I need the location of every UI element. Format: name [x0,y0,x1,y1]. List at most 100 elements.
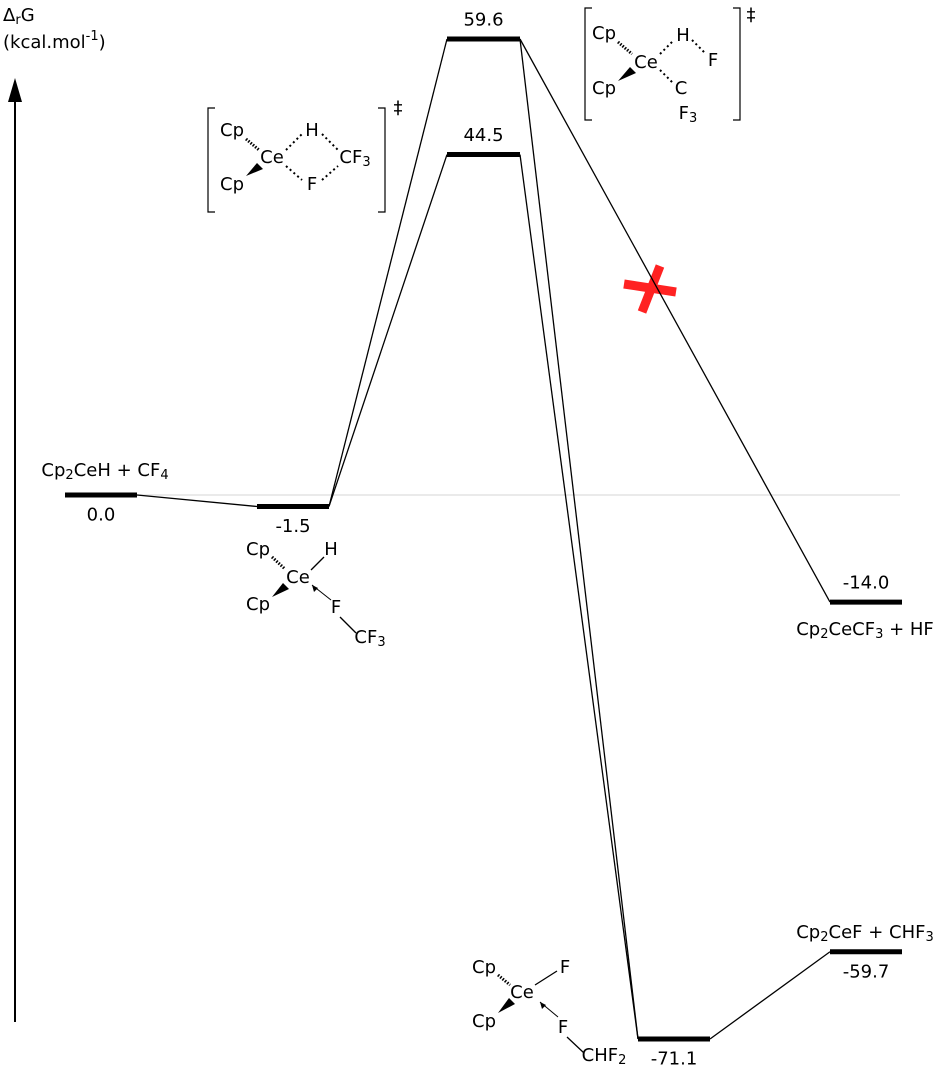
structure [584,7,741,121]
atom-label-part: 2 [618,1053,626,1068]
connector [519,38,639,1040]
bond [321,165,339,181]
atom-label: F [331,597,341,618]
atom-label-part: Cp [592,78,616,99]
species-label-part: 2 [820,930,828,945]
species-label: Cp2CeCF3 + HF [796,619,934,642]
atom-label: Cp [472,957,496,978]
atom-label-part: Cp [246,539,270,560]
atom-label-part: 3 [362,155,370,170]
atom-label-part: Cp [220,120,244,141]
level-label: 59.6 [463,10,503,31]
bond [691,39,707,55]
y-label-unit-part: ) [99,32,106,53]
bond [534,970,558,986]
species-label-part: 4 [160,468,168,483]
atom-label-part: F [560,957,570,978]
atom-label-part: Cp [472,1011,496,1032]
atom-label-part: H [676,25,690,46]
atom-label: F [307,174,317,195]
connector [519,154,639,1040]
bond [321,133,339,151]
atom-label-part: 3 [689,111,697,126]
atom-label-part: F [331,597,341,618]
atom-label-part: F [679,103,689,124]
species-label: Cp2CeH + CF4 [41,460,168,483]
atom-label-part: 3 [377,635,385,650]
atom-label-part: F [558,1017,568,1038]
structure [207,107,386,213]
wedge-bond [498,998,515,1013]
bond [617,40,633,56]
y-label-part: r [15,13,21,28]
y-label-part: G [21,5,35,26]
atom-label-part: Cp [472,957,496,978]
atom-label: F [558,1017,568,1038]
atom-label-part: Cp [592,23,616,44]
y-label-unit: (kcal.mol-1) [3,29,106,53]
atom-label: Ce [260,147,284,168]
bond [497,973,511,987]
bond [285,165,303,181]
atom-label: CF3 [354,627,385,650]
atom-label: Cp [246,594,270,615]
atom-label: CHF2 [582,1045,627,1068]
atom-label: Ce [634,52,658,73]
atom-label: F [560,957,570,978]
level-label: -59.7 [843,961,890,982]
bond [566,1036,585,1054]
atom-label-part: C [675,78,688,99]
atom-label-part: Ce [510,982,534,1003]
level-label: -1.5 [275,516,310,537]
connector [328,38,448,507]
atom-label: Cp [246,539,270,560]
connector [709,951,831,1040]
level-label: -14.0 [843,573,890,594]
bond [285,133,303,151]
atom-label: H [305,120,319,141]
species-label-part: Cp [41,460,65,481]
species-label-part: Cp [796,619,820,640]
connector [519,38,831,603]
atom-label: H [324,539,338,560]
bond [245,137,260,152]
atom-label-part: Ce [286,567,310,588]
level-label: 44.5 [463,125,503,146]
atom-label: F [708,50,718,71]
level-label: 0.0 [87,505,116,526]
species-label: Cp2CeF + CHF3 [796,922,934,945]
connector [328,154,448,507]
atom-label-part: F [307,174,317,195]
atom-label: H [676,25,690,46]
bond [339,616,357,634]
bond [310,556,325,571]
species-label-part: 2 [65,468,73,483]
atom-label-part: H [324,539,338,560]
y-axis-arrow [8,78,22,102]
arrow-head [312,585,318,592]
atom-label: C [675,78,688,99]
species-label-part: CeH + CF [74,460,161,481]
species-label-part: CeCF [829,619,876,640]
y-label-unit-part: (kcal.mol [3,32,86,53]
species-label-part: 3 [925,930,933,945]
y-label-part: Δ [3,5,16,26]
atom-label: Cp [592,23,616,44]
wedge-bond [246,163,263,176]
atom-label-part: Cp [220,174,244,195]
atom-label: Cp [592,78,616,99]
blocked-mark [623,264,677,314]
transition-mark: ‡ [747,5,756,26]
atom-label: Cp [220,174,244,195]
atom-label-part: CHF [582,1045,618,1066]
atom-label-part: Cp [246,594,270,615]
y-label: ΔrG [3,5,35,28]
species-label-part: 3 [875,627,883,642]
species-label-part: 2 [820,627,828,642]
species-label-part: Cp [796,922,820,943]
transition-mark: ‡ [394,98,403,119]
wedge-bond [272,583,289,597]
bond [659,39,675,55]
atom-label-part: F [708,50,718,71]
connector [136,494,258,508]
